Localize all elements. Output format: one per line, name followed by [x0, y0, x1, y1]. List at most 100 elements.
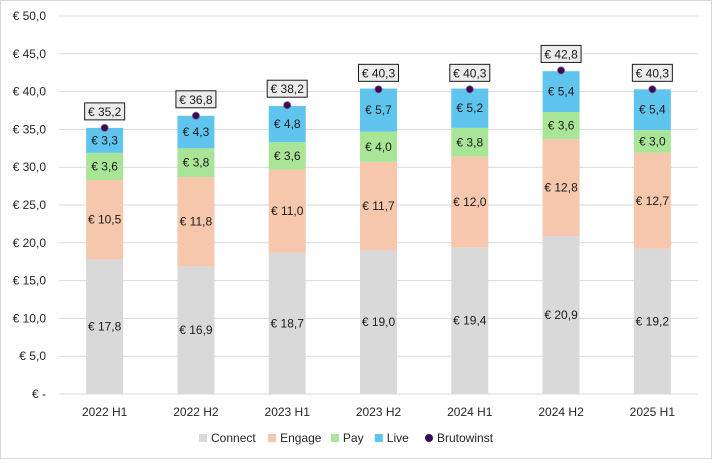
y-tick-label: € 35,0	[13, 122, 47, 136]
data-label: € 5,4	[548, 85, 575, 99]
bar-segment-engage	[451, 156, 489, 248]
data-label: € 3,6	[274, 149, 301, 163]
data-label: € 19,2	[636, 314, 670, 328]
legend-marker-brutowinst	[425, 434, 433, 442]
data-label: € 11,7	[362, 199, 395, 213]
legend-swatch-engage	[268, 434, 277, 442]
data-label: € 19,0	[362, 315, 396, 329]
bar-segment-connect	[633, 248, 671, 394]
bar-segment-pay	[268, 142, 306, 170]
bar-segment-connect	[268, 252, 306, 394]
legend-swatch-live	[374, 434, 383, 442]
total-label: € 36,8	[179, 93, 213, 107]
data-label: € 3,6	[548, 119, 575, 133]
bar-segment-live	[542, 71, 580, 113]
x-tick-label: 2023 H1	[265, 405, 311, 419]
data-label: € 12,8	[544, 181, 578, 195]
x-tick-label: 2023 H2	[356, 405, 402, 419]
total-label-box	[175, 90, 217, 109]
y-tick-label: € 5,0	[19, 349, 46, 363]
bar-segment-engage	[268, 169, 306, 253]
bar-segment-pay	[86, 152, 124, 181]
bar-segment-connect	[360, 250, 397, 394]
bar-segment-pay	[633, 130, 671, 153]
data-label: € 19,4	[453, 314, 487, 328]
y-tick-label: € 20,0	[13, 236, 47, 250]
data-label: € 11,8	[180, 215, 213, 229]
bar-segment-engage	[633, 152, 671, 249]
total-label: € 40,3	[636, 66, 670, 80]
data-label: € 10,5	[88, 213, 122, 227]
total-label-box	[358, 63, 399, 82]
y-tick-label: € 15,0	[13, 274, 47, 288]
bar-segment-engage	[177, 177, 215, 267]
bar-segment-connect	[451, 247, 489, 394]
bar-segment-live	[451, 88, 489, 128]
data-label: € 4,0	[365, 140, 392, 154]
bar-segment-pay	[177, 148, 215, 178]
legend-label: Brutowinst	[437, 431, 494, 445]
total-label-box	[540, 44, 582, 63]
legend-swatch-pay	[330, 434, 339, 442]
bar-segment-engage	[86, 180, 124, 260]
bar-segment-live	[633, 89, 671, 131]
total-marker	[465, 85, 474, 94]
total-marker	[191, 111, 200, 120]
legend-label: Pay	[343, 431, 364, 445]
x-tick-label: 2022 H2	[173, 405, 219, 419]
y-tick-label: € 45,0	[13, 47, 47, 61]
legend-label: Engage	[280, 431, 322, 445]
y-tick-label: € 10,0	[13, 311, 47, 325]
data-label: € 12,0	[453, 195, 487, 209]
data-label: € 3,0	[639, 134, 666, 148]
bar-segment-engage	[360, 161, 397, 251]
bar-segment-pay	[360, 131, 397, 162]
legend-swatch-connect	[199, 434, 207, 442]
bar-segment-live	[86, 127, 124, 153]
total-marker	[283, 101, 292, 110]
data-label: € 5,2	[456, 101, 483, 115]
data-label: € 5,7	[365, 103, 392, 117]
x-tick-label: 2024 H2	[538, 405, 584, 419]
legend-label: Connect	[211, 431, 256, 445]
legend-label: Live	[387, 431, 409, 445]
data-label: € 3,6	[91, 159, 118, 173]
total-marker	[374, 85, 383, 94]
y-tick-label: € 40,0	[13, 85, 47, 99]
data-label: € 4,3	[183, 125, 210, 139]
data-label: € 4,8	[274, 117, 301, 131]
x-tick-label: 2022 H1	[82, 405, 128, 419]
bar-segment-pay	[542, 112, 580, 140]
y-tick-label: € 25,0	[13, 198, 47, 212]
x-tick-label: 2024 H1	[447, 405, 493, 419]
data-label: € 3,3	[91, 133, 118, 147]
y-tick-label: € 50,0	[13, 9, 47, 23]
total-label: € 40,3	[362, 66, 396, 80]
data-label: € 16,9	[179, 323, 213, 337]
y-tick-label: € -	[32, 387, 46, 401]
total-label: € 40,3	[453, 66, 487, 80]
data-label: € 5,4	[639, 103, 666, 117]
data-label: € 17,8	[88, 320, 122, 334]
total-label: € 38,2	[271, 82, 305, 96]
data-label: € 11,0	[271, 204, 304, 218]
total-marker	[100, 123, 109, 132]
y-tick-label: € 30,0	[13, 160, 47, 174]
total-label-box	[631, 63, 673, 82]
total-marker	[648, 85, 657, 94]
bar-segment-live	[177, 115, 215, 149]
total-label-box	[266, 79, 308, 98]
total-label-box	[449, 63, 491, 82]
bar-segment-engage	[542, 139, 580, 236]
bar-segment-pay	[451, 127, 489, 157]
x-tick-label: 2025 H1	[630, 405, 676, 419]
data-label: € 18,7	[271, 316, 305, 330]
bar-segment-connect	[542, 235, 580, 394]
data-label: € 3,8	[183, 156, 210, 170]
total-marker	[557, 66, 566, 75]
data-label: € 20,9	[544, 308, 578, 322]
data-label: € 3,8	[456, 135, 483, 149]
data-label: € 12,7	[636, 194, 670, 208]
